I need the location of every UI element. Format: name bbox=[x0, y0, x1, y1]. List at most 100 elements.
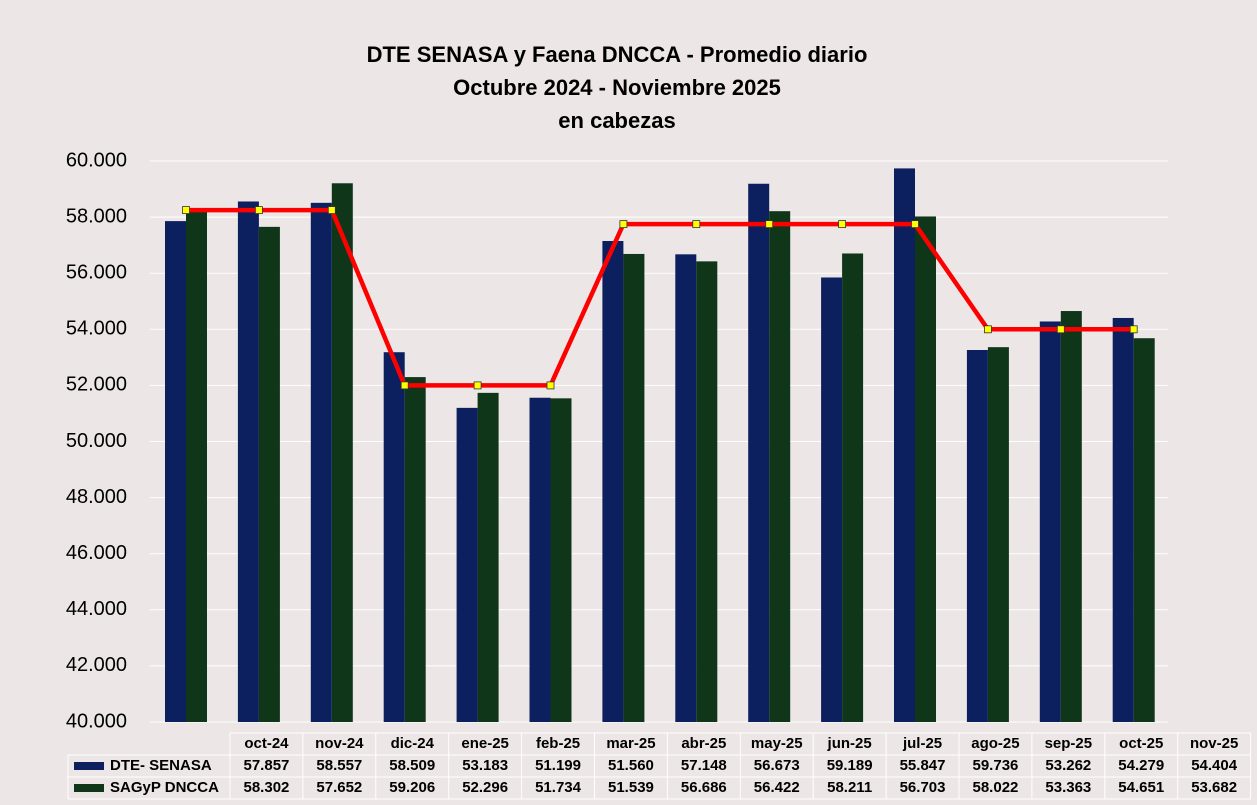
bar bbox=[748, 183, 770, 723]
chart-subtitle: Octubre 2024 - Noviembre 2025 bbox=[453, 75, 781, 100]
table-value: 54.279 bbox=[1118, 757, 1164, 774]
line-marker bbox=[327, 206, 336, 214]
bar bbox=[1112, 317, 1134, 722]
table-value: 58.557 bbox=[316, 757, 362, 774]
line-marker bbox=[911, 220, 919, 229]
table-value: 57.148 bbox=[681, 757, 727, 774]
table-header: nov-25 bbox=[1190, 735, 1238, 752]
bar bbox=[404, 377, 426, 722]
table-header: ene-25 bbox=[461, 735, 509, 752]
bar bbox=[550, 398, 572, 722]
table-value: 56.703 bbox=[900, 779, 946, 796]
y-tick-label: 56.000 bbox=[66, 261, 127, 283]
y-tick-label: 40.000 bbox=[66, 710, 127, 732]
bar bbox=[237, 201, 259, 723]
bar bbox=[623, 253, 645, 722]
table-header: feb-25 bbox=[536, 735, 580, 752]
bar bbox=[602, 240, 624, 722]
table-value: 53.262 bbox=[1045, 757, 1091, 774]
table-value: 59.206 bbox=[389, 779, 435, 796]
bar bbox=[769, 211, 791, 722]
legend-label: SAGyP DNCCA bbox=[110, 779, 219, 796]
table-value: 58.509 bbox=[389, 757, 435, 774]
bar bbox=[894, 168, 915, 722]
table-value: 53.183 bbox=[462, 757, 508, 774]
bar bbox=[477, 392, 499, 722]
table-value: 51.539 bbox=[608, 779, 654, 796]
table-header: jul-25 bbox=[902, 735, 942, 752]
bar bbox=[165, 221, 186, 722]
y-tick-label: 46.000 bbox=[66, 542, 127, 564]
table-value: 53.682 bbox=[1191, 779, 1237, 796]
bar bbox=[675, 254, 697, 722]
chart-title: DTE SENASA y Faena DNCCA - Promedio diar… bbox=[367, 42, 868, 67]
table-header: sep-25 bbox=[1045, 735, 1093, 752]
bar bbox=[915, 216, 936, 722]
y-tick-label: 54.000 bbox=[66, 318, 127, 340]
bar bbox=[1039, 321, 1061, 722]
table-value: 53.363 bbox=[1045, 779, 1091, 796]
table-value: 51.199 bbox=[535, 757, 581, 774]
table-value: 58.302 bbox=[244, 779, 290, 796]
y-tick-label: 48.000 bbox=[66, 486, 127, 508]
table-value: 59.736 bbox=[973, 757, 1019, 774]
y-tick-label: 50.000 bbox=[66, 430, 127, 452]
bar bbox=[842, 253, 864, 723]
table-value: 59.189 bbox=[827, 757, 873, 774]
line-marker bbox=[1129, 325, 1138, 334]
table-value: 54.404 bbox=[1191, 757, 1238, 774]
table-value: 58.022 bbox=[973, 779, 1019, 796]
bar bbox=[186, 208, 207, 722]
bar bbox=[529, 397, 551, 722]
table-value: 51.560 bbox=[608, 757, 654, 774]
table-header: nov-24 bbox=[315, 735, 364, 752]
line-marker bbox=[254, 206, 263, 214]
y-tick-label: 42.000 bbox=[66, 654, 127, 676]
line-marker bbox=[619, 220, 628, 229]
average-line bbox=[186, 207, 1134, 388]
y-tick-label: 58.000 bbox=[66, 205, 127, 227]
table-value: 57.857 bbox=[244, 757, 290, 774]
table-header: mar-25 bbox=[606, 735, 655, 752]
chart-subtitle: en cabezas bbox=[558, 108, 675, 133]
legend-swatch bbox=[74, 762, 104, 770]
bar bbox=[310, 202, 332, 722]
table-value: 58.211 bbox=[827, 779, 872, 796]
bar bbox=[383, 352, 405, 722]
line-marker bbox=[182, 206, 190, 214]
table-header: jun-25 bbox=[827, 735, 872, 752]
table-value: 56.686 bbox=[681, 779, 727, 796]
table-value: 56.422 bbox=[754, 779, 800, 796]
y-tick-label: 52.000 bbox=[66, 374, 127, 396]
bar bbox=[456, 407, 478, 722]
line-marker bbox=[765, 220, 774, 229]
bar bbox=[821, 277, 843, 722]
legend-swatch bbox=[74, 784, 104, 792]
table-header: oct-24 bbox=[244, 735, 289, 752]
line-marker bbox=[400, 381, 409, 390]
table-header: oct-25 bbox=[1119, 735, 1163, 752]
bar bbox=[987, 347, 1009, 722]
bar bbox=[1060, 311, 1082, 722]
table-value: 57.652 bbox=[316, 779, 362, 796]
table-value: 54.651 bbox=[1118, 779, 1164, 796]
table-value: 56.673 bbox=[754, 757, 800, 774]
table-header: ago-25 bbox=[971, 735, 1019, 752]
bar bbox=[331, 183, 353, 722]
line-marker bbox=[984, 325, 992, 334]
line-marker bbox=[473, 381, 482, 390]
line-marker bbox=[838, 220, 846, 229]
table-header: may-25 bbox=[751, 735, 803, 752]
bar bbox=[258, 226, 280, 723]
table-value: 51.734 bbox=[535, 779, 582, 796]
line-marker bbox=[1056, 325, 1065, 334]
table-value: 55.847 bbox=[900, 757, 946, 774]
bar bbox=[966, 350, 988, 722]
y-tick-label: 60.000 bbox=[66, 149, 127, 171]
table-value: 52.296 bbox=[462, 779, 508, 796]
y-tick-label: 44.000 bbox=[66, 598, 127, 620]
line-marker bbox=[546, 381, 555, 390]
legend-label: DTE- SENASA bbox=[110, 757, 212, 774]
table-header: dic-24 bbox=[391, 735, 435, 752]
